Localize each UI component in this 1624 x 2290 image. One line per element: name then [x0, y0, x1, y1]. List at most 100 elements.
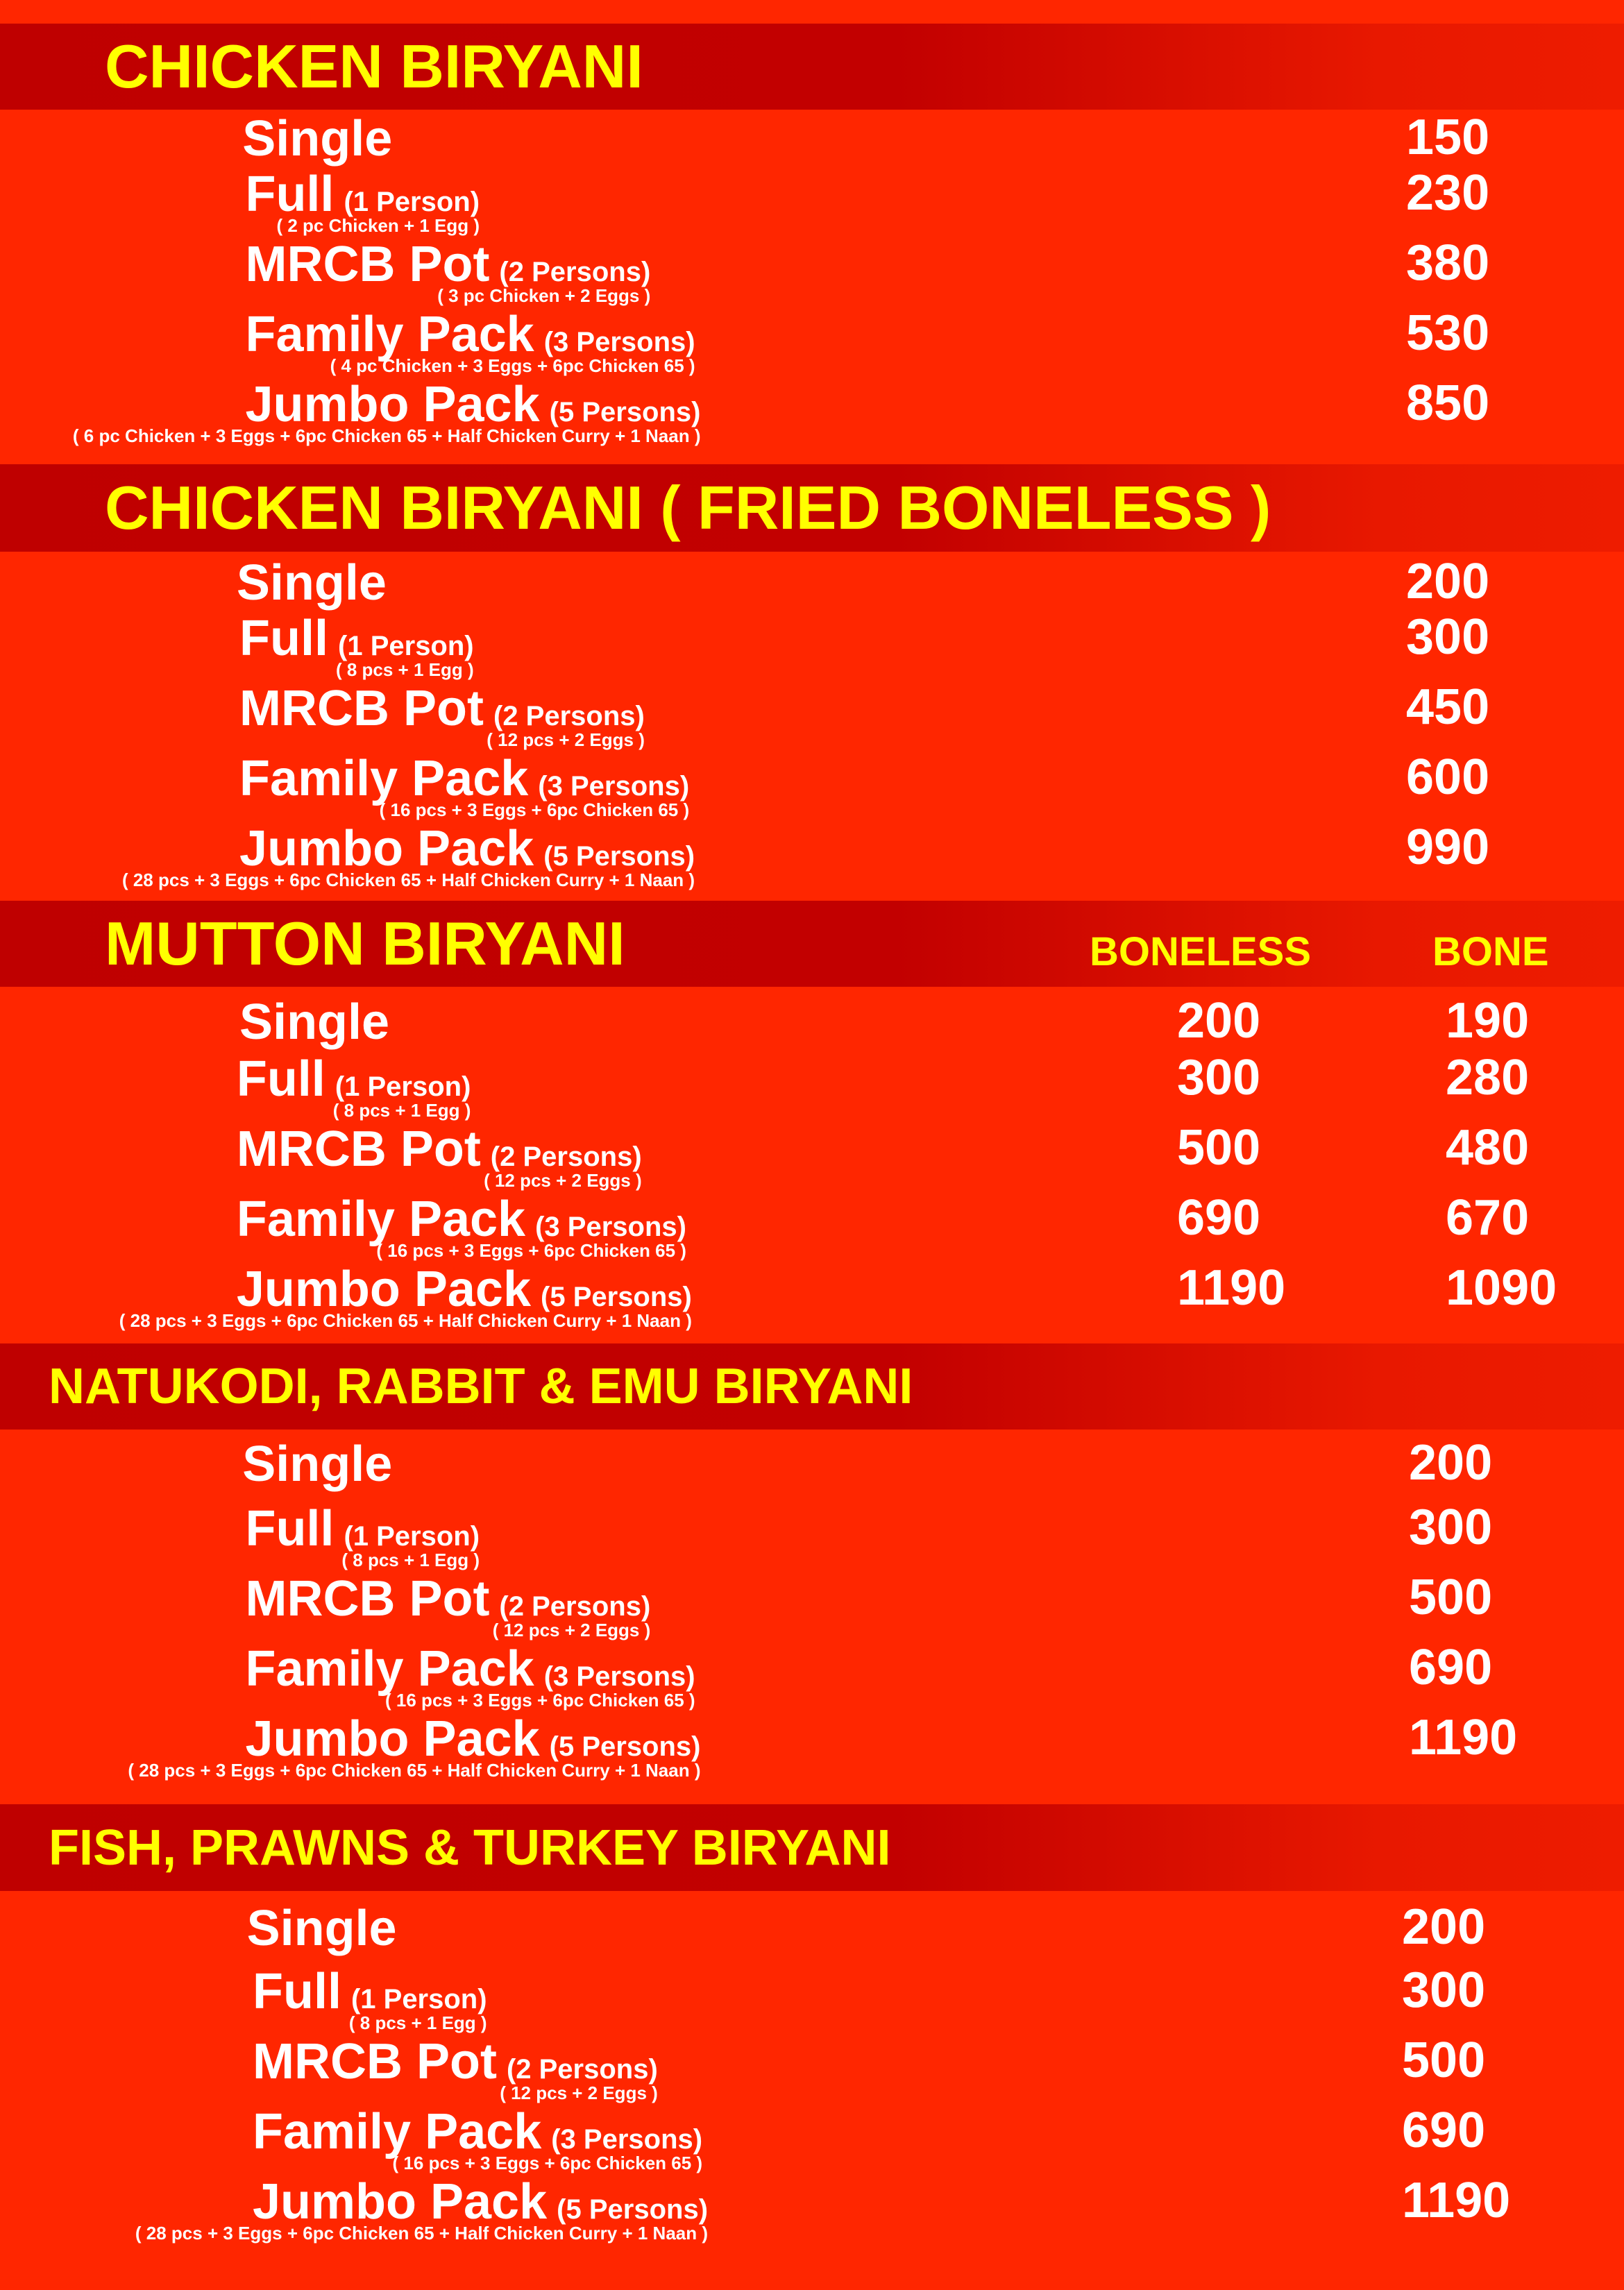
menu-item: Jumbo Pack (5 Persons)( 28 pcs + 3 Eggs +…: [122, 820, 695, 889]
item-contents: ( 12 pcs + 2 Eggs ): [500, 2082, 658, 2103]
item-serves: (1 Person): [344, 186, 480, 217]
menu-item: Full (1 Person)( 2 pc Chicken + 1 Egg ): [245, 166, 480, 235]
item-price: 1090: [1446, 1260, 1557, 1316]
item-serves: (5 Persons): [541, 1281, 692, 1312]
menu-item-line: Full (1 Person)( 2 pc Chicken + 1 Egg ): [245, 166, 480, 235]
item-price: 280: [1446, 1049, 1530, 1105]
item-name: MRCB Pot: [239, 680, 484, 736]
item-serves: (2 Persons): [506, 2053, 658, 2085]
item-price: 200: [1402, 1899, 1486, 1956]
menu-item-line: MRCB Pot (2 Persons)( 12 pcs + 2 Eggs ): [245, 1570, 650, 1639]
item-name: Full: [252, 1963, 341, 2019]
item-name: Jumbo Pack: [245, 1711, 540, 1767]
item-name: Jumbo Pack: [236, 1261, 532, 1317]
item-name: Family Pack: [245, 1640, 534, 1697]
menu-item: Full (1 Person)( 8 pcs + 1 Egg ): [245, 1500, 480, 1569]
menu-item-line: Single: [237, 558, 387, 608]
item-name: MRCB Pot: [245, 236, 490, 292]
item-contents: ( 8 pcs + 1 Egg ): [348, 2012, 487, 2033]
menu-item: MRCB Pot (2 Persons)( 12 pcs + 2 Eggs ): [252, 2033, 658, 2102]
item-serves: (3 Persons): [538, 770, 690, 802]
item-name: MRCB Pot: [245, 1570, 490, 1627]
menu-item-line: Full (1 Person)( 8 pcs + 1 Egg ): [252, 1963, 487, 2032]
menu-item-line: Jumbo Pack (5 Persons)( 6 pc Chicken + 3 …: [73, 380, 701, 445]
menu-item: Jumbo Pack (5 Persons)( 28 pcs + 3 Eggs +…: [119, 1261, 692, 1330]
item-serves: (5 Persons): [557, 2194, 709, 2225]
section-title: NATUKODI, RABBIT & EMU BIRYANI: [49, 1359, 913, 1414]
menu-item: Family Pack (3 Persons)( 4 pc Chicken + 3…: [245, 306, 695, 375]
item-serves: (3 Persons): [535, 1211, 686, 1242]
item-price: 190: [1446, 992, 1530, 1049]
menu-item: Single: [237, 558, 387, 608]
item-price: 530: [1406, 305, 1490, 361]
menu-item-line: Single: [239, 997, 389, 1047]
item-contents: ( 28 pcs + 3 Eggs + 6pc Chicken 65 + Hal…: [119, 1309, 692, 1331]
menu-item-line: Single: [242, 114, 392, 164]
item-price: 670: [1446, 1189, 1530, 1246]
item-name: Family Pack: [236, 1191, 526, 1247]
item-serves: (5 Persons): [549, 1731, 701, 1762]
menu-item: MRCB Pot (2 Persons)( 3 pc Chicken + 2 Eg…: [245, 236, 651, 305]
menu-item: Single: [239, 997, 389, 1047]
menu-item-line: Family Pack (3 Persons)( 4 pc Chicken + 3…: [245, 306, 695, 375]
item-price: 500: [1402, 2032, 1486, 2088]
item-name: Single: [236, 554, 387, 611]
item-contents: ( 16 pcs + 3 Eggs + 6pc Chicken 65 ): [392, 2152, 703, 2173]
menu-item-line: MRCB Pot (2 Persons)( 12 pcs + 2 Eggs ): [239, 680, 645, 749]
item-serves: (2 Persons): [499, 256, 651, 287]
item-name: MRCB Pot: [252, 2033, 497, 2089]
item-price: 200: [1406, 553, 1490, 609]
item-name: Family Pack: [245, 306, 534, 362]
item-price: 690: [1402, 2102, 1486, 2158]
item-price: 230: [1406, 164, 1490, 221]
item-price: 500: [1177, 1119, 1261, 1176]
section-title: CHICKEN BIRYANI ( FRIED BONELESS ): [105, 473, 1271, 542]
item-name: Jumbo Pack: [239, 820, 534, 876]
item-name: Full: [236, 1051, 325, 1107]
menu-item-line: MRCB Pot (2 Persons)( 3 pc Chicken + 2 Eg…: [245, 236, 651, 305]
item-name: Single: [246, 1901, 397, 1957]
menu-item-line: MRCB Pot (2 Persons)( 12 pcs + 2 Eggs ): [252, 2033, 658, 2102]
menu-item: Family Pack (3 Persons)( 16 pcs + 3 Eggs …: [236, 1191, 686, 1260]
item-contents: ( 12 pcs + 2 Eggs ): [484, 1169, 642, 1191]
menu-item-line: Full (1 Person)( 8 pcs + 1 Egg ): [245, 1500, 480, 1569]
menu-item: Jumbo Pack (5 Persons)( 28 pcs + 3 Eggs +…: [135, 2177, 709, 2242]
item-serves: (1 Person): [350, 1983, 487, 2015]
menu-item: Single: [242, 114, 392, 164]
item-contents: ( 28 pcs + 3 Eggs + 6pc Chicken 65 + Hal…: [121, 869, 695, 890]
item-name: Full: [245, 1500, 335, 1557]
item-price: 300: [1409, 1499, 1493, 1555]
item-name: Full: [239, 610, 329, 666]
item-name: Full: [245, 166, 335, 222]
item-price: 480: [1446, 1119, 1530, 1176]
item-price: 450: [1406, 679, 1490, 735]
item-contents: ( 28 pcs + 3 Eggs + 6pc Chicken 65 + Hal…: [128, 1759, 701, 1781]
item-price: 690: [1177, 1189, 1261, 1246]
item-contents: ( 16 pcs + 3 Eggs + 6pc Chicken 65 ): [376, 1239, 686, 1261]
item-serves: (2 Persons): [490, 1141, 642, 1172]
item-name: Single: [239, 994, 390, 1050]
item-price: 150: [1406, 109, 1490, 165]
item-price: 200: [1409, 1435, 1493, 1491]
item-contents: ( 12 pcs + 2 Eggs ): [487, 729, 645, 750]
menu-item: Full (1 Person)( 8 pcs + 1 Egg ): [236, 1051, 471, 1119]
item-contents: ( 6 pc Chicken + 3 Eggs + 6pc Chicken 65…: [72, 425, 701, 446]
item-contents: ( 8 pcs + 1 Egg ): [332, 1099, 471, 1121]
menu-item-line: Family Pack (3 Persons)( 16 pcs + 3 Eggs …: [245, 1640, 695, 1709]
menu-item-line: Full (1 Person)( 8 pcs + 1 Egg ): [236, 1051, 471, 1119]
item-price: 1190: [1402, 2172, 1511, 2228]
menu-item: MRCB Pot (2 Persons)( 12 pcs + 2 Eggs ): [245, 1570, 650, 1639]
item-serves: (1 Person): [344, 1520, 480, 1552]
menu-item: MRCB Pot (2 Persons)( 12 pcs + 2 Eggs ): [239, 680, 645, 749]
menu-item: Family Pack (3 Persons)( 16 pcs + 3 Eggs …: [245, 1640, 695, 1709]
price-column-header: BONELESS: [1090, 929, 1312, 974]
menu-item-line: Jumbo Pack (5 Persons)( 28 pcs + 3 Eggs +…: [119, 1261, 692, 1330]
section-header-band: [0, 901, 1624, 987]
menu-item: Full (1 Person)( 8 pcs + 1 Egg ): [252, 1963, 487, 2032]
menu-item-line: Family Pack (3 Persons)( 16 pcs + 3 Eggs …: [252, 2103, 702, 2172]
item-price: 1190: [1409, 1709, 1518, 1765]
section-header-band: [0, 24, 1624, 110]
item-name: Family Pack: [252, 2103, 542, 2160]
item-contents: ( 2 pc Chicken + 1 Egg ): [276, 214, 480, 236]
item-price: 690: [1409, 1639, 1493, 1695]
